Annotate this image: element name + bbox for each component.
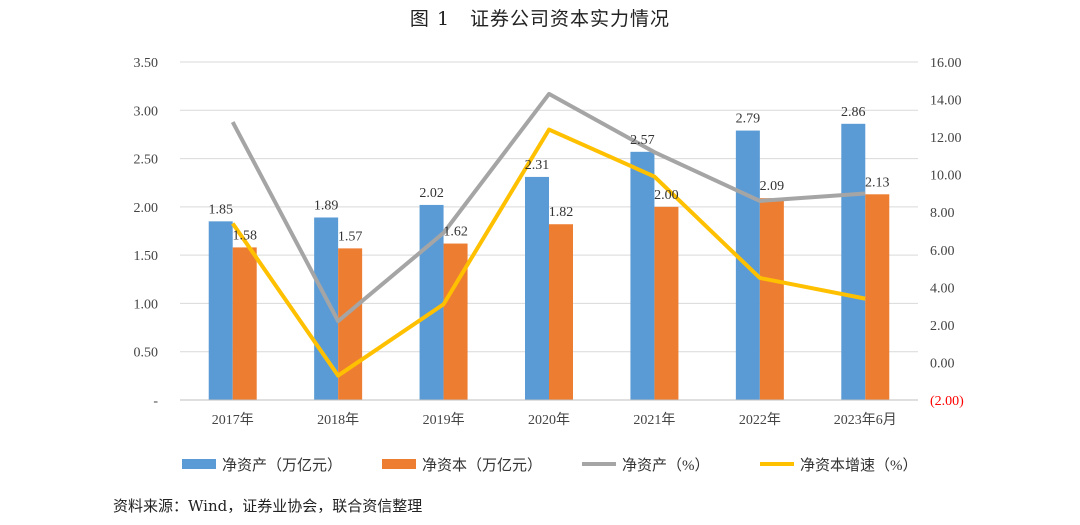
left-axis-tick-label: 0.50 bbox=[134, 346, 159, 361]
line-net-assets-growth bbox=[230, 91, 866, 324]
bar-value-label: 2.00 bbox=[654, 188, 679, 203]
chart: 1.85 1.58 1.89 1.57 2.02 1.62 2.31 1.82 2.57 2.00… bbox=[134, 56, 965, 474]
left-axis-tick-label: 3.50 bbox=[134, 56, 159, 71]
bar-value-label: 1.82 bbox=[549, 205, 574, 220]
bars bbox=[208, 123, 890, 400]
left-axis-tick-label: 2.50 bbox=[134, 153, 159, 168]
right-axis-tick-label: 12.00 bbox=[930, 131, 962, 146]
x-axis-tick-label: 2018年 bbox=[317, 412, 359, 428]
bar-value-label: 1.62 bbox=[443, 225, 468, 240]
legend-swatch bbox=[182, 459, 216, 469]
lines bbox=[230, 91, 866, 378]
legend-label: 净资产（万亿元） bbox=[222, 457, 342, 474]
line-net-capital-growth bbox=[231, 127, 866, 378]
legend-label: 净资本增速（%） bbox=[800, 457, 918, 474]
right-axis-tick-label: 0.00 bbox=[930, 356, 955, 371]
data-labels: 1.85 1.58 1.89 1.57 2.02 1.62 2.31 1.82 2.57 2.00… bbox=[208, 105, 889, 245]
bar-net-assets bbox=[841, 123, 866, 400]
bar-net-capital bbox=[865, 194, 890, 400]
right-axis-tick-label: 6.00 bbox=[930, 244, 955, 259]
bar-value-label: 2.09 bbox=[760, 179, 785, 194]
bar-value-label: 2.57 bbox=[630, 133, 655, 148]
bar-net-capital bbox=[232, 247, 257, 400]
bar-value-label: 1.85 bbox=[208, 202, 233, 217]
x-axis-tick-label: 2020年 bbox=[528, 412, 570, 428]
chart-title: 图 1 证券公司资本实力情况 bbox=[409, 8, 671, 30]
x-axis-tick-label: 2022年 bbox=[739, 412, 781, 428]
source-note: 资料来源：Wind，证券业协会，联合资信整理 bbox=[113, 497, 423, 515]
bar-value-label: 2.79 bbox=[736, 112, 761, 127]
left-axis-tick-label: 1.50 bbox=[134, 249, 159, 264]
bar-value-label: 2.31 bbox=[525, 158, 550, 173]
bar-net-assets bbox=[208, 221, 233, 400]
left-axis-tick-label: 2.00 bbox=[134, 201, 159, 216]
right-axis-tick-label: 4.00 bbox=[930, 281, 955, 296]
bar-net-capital bbox=[338, 248, 363, 400]
bar-value-label: 2.86 bbox=[841, 105, 866, 120]
right-axis-tick-label: 10.00 bbox=[930, 169, 962, 184]
x-axis-tick-label: 2017年 bbox=[212, 412, 254, 428]
bar-net-assets bbox=[630, 151, 655, 400]
bar-net-capital bbox=[654, 206, 679, 400]
bar-value-label: 1.89 bbox=[314, 198, 339, 213]
bar-value-label: 1.57 bbox=[338, 229, 363, 244]
right-axis-tick-label: 14.00 bbox=[930, 94, 962, 109]
right-axis-tick-label: 16.00 bbox=[930, 56, 962, 71]
right-axis-tick-label: 8.00 bbox=[930, 206, 955, 221]
legend: 净资产（万亿元） 净资本（万亿元） 净资产（%） 净资本增速（%） bbox=[182, 457, 918, 474]
bar-value-label: 2.02 bbox=[419, 186, 444, 201]
legend-label: 净资产（%） bbox=[622, 457, 710, 474]
bar-value-label: 2.13 bbox=[865, 175, 890, 190]
axes: - 0.50 1.00 1.50 2.00 2.50 3.00 3.50 (2.00) 0.00 2… bbox=[134, 56, 965, 428]
x-axis-tick-label: 2021年 bbox=[633, 412, 675, 428]
left-axis-tick-label: 1.00 bbox=[134, 297, 159, 312]
left-axis-tick-label: 3.00 bbox=[134, 104, 159, 119]
right-axis-tick-label: 2.00 bbox=[930, 319, 955, 334]
bar-net-capital bbox=[549, 224, 573, 400]
legend-swatch bbox=[382, 459, 416, 469]
bar-net-assets bbox=[525, 176, 549, 400]
bar-net-capital bbox=[759, 198, 784, 400]
x-axis-tick-label: 2023年6月 bbox=[834, 412, 897, 428]
x-axis-tick-label: 2019年 bbox=[423, 412, 465, 428]
bar-value-label: 1.58 bbox=[232, 228, 257, 243]
legend-label: 净资本（万亿元） bbox=[422, 457, 542, 474]
left-axis-tick-label: - bbox=[153, 394, 158, 409]
right-axis-tick-label: (2.00) bbox=[930, 394, 964, 409]
